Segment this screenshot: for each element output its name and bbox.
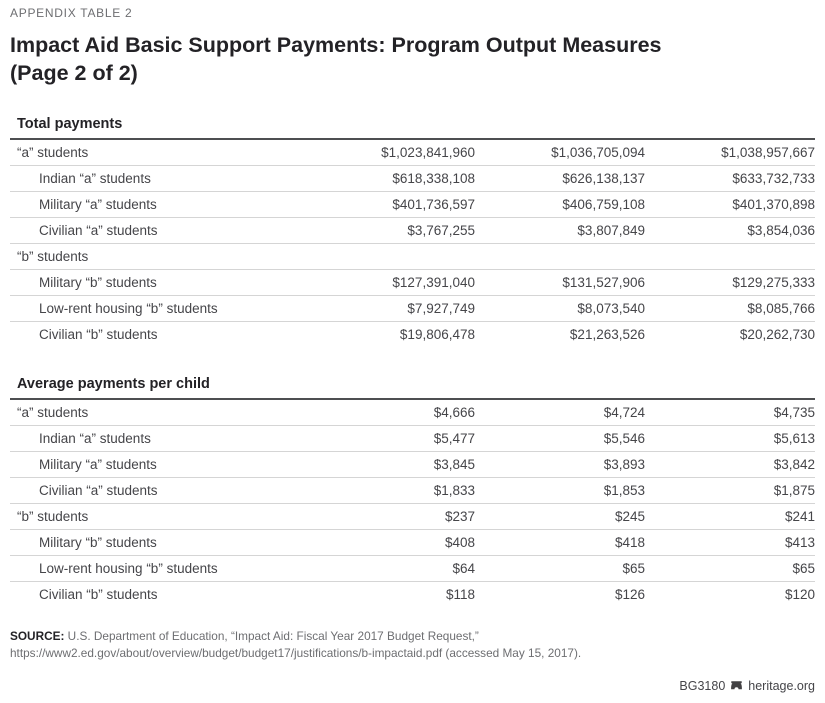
table-row: “a” students $1,023,841,960 $1,036,705,094… [10, 140, 815, 167]
row-value: $65 [622, 561, 645, 577]
table-row: “a” students $4,666 $4,724 $4,735 [10, 400, 815, 427]
table-row: Civilian “a” students $1,833 $1,853 $1,875 [10, 478, 815, 505]
row-value: $3,854,036 [747, 223, 815, 239]
row-value: $408 [444, 535, 475, 551]
row-value: $65 [792, 561, 815, 577]
row-value: $5,477 [433, 431, 475, 447]
row-value: $118 [445, 587, 475, 603]
row-value: $401,370,898 [732, 197, 815, 213]
row-value: $3,845 [433, 457, 475, 473]
row-value: $1,833 [433, 483, 475, 499]
page-title: Impact Aid Basic Support Payments: Progr… [10, 31, 815, 87]
row-label: Military “b” students [39, 535, 157, 551]
row-label: Military “b” students [39, 275, 157, 291]
source-text: U.S. Department of Education, “Impact Ai… [10, 629, 582, 661]
row-label: Indian “a” students [39, 431, 151, 447]
row-value: $1,023,841,960 [381, 145, 475, 161]
row-value: $1,036,705,094 [551, 145, 645, 161]
table-row: Indian “a” students $5,477 $5,546 $5,613 [10, 426, 815, 453]
row-value: $418 [614, 535, 645, 551]
row-value: $4,666 [433, 405, 475, 421]
site-link[interactable]: heritage.org [748, 679, 815, 693]
table-section: Average payments per child “a” students $4… [10, 376, 815, 607]
row-value: $3,842 [773, 457, 815, 473]
row-value: $8,085,766 [747, 301, 815, 317]
row-value: $626,138,137 [562, 171, 645, 187]
row-value: $1,853 [603, 483, 645, 499]
section-header: Total payments [10, 116, 815, 141]
row-value: $20,262,730 [739, 327, 815, 343]
table-row: Military “b” students $408 $418 $413 [10, 530, 815, 557]
row-value: $7,927,749 [407, 301, 475, 317]
row-value: $401,736,597 [392, 197, 475, 213]
row-label: Indian “a” students [39, 171, 151, 187]
row-value: $19,806,478 [399, 327, 475, 343]
row-value: $1,875 [773, 483, 815, 499]
row-value: $3,807,849 [577, 223, 645, 239]
table-row: Indian “a” students $618,338,108 $626,138,… [10, 166, 815, 193]
row-label: Civilian “b” students [39, 587, 158, 603]
row-value: $126 [614, 587, 645, 603]
row-value: $8,073,540 [577, 301, 645, 317]
row-value: $131,527,906 [562, 275, 645, 291]
row-label: Military “a” students [39, 457, 157, 473]
row-value: $127,391,040 [392, 275, 475, 291]
row-value: $3,767,255 [407, 223, 475, 239]
table-row: Military “b” students $127,391,040 $131,52… [10, 270, 815, 297]
page-title-line-1: Impact Aid Basic Support Payments: Progr… [10, 33, 662, 57]
page-title-line-2: (Page 2 of 2) [10, 61, 138, 86]
row-value: $64 [452, 561, 475, 577]
table-row: Low-rent housing “b” students $7,927,749 $… [10, 296, 815, 323]
row-value: $4,724 [603, 405, 645, 421]
row-label: Civilian “b” students [39, 327, 158, 343]
table-eyebrow: APPENDIX TABLE 2 [10, 6, 133, 20]
table-row: “b” students [10, 244, 815, 271]
table-row: Low-rent housing “b” students $64 $65 $65 [10, 556, 815, 583]
row-value: $633,732,733 [732, 171, 815, 187]
source-label: SOURCE: [10, 629, 65, 644]
row-label: “b” students [17, 249, 89, 265]
row-label: “a” students [17, 405, 89, 421]
row-value: $413 [784, 535, 815, 551]
table-section: Total payments “a” students $1,023,841,960… [10, 116, 815, 347]
row-value: $241 [784, 509, 815, 525]
row-value: $406,759,108 [562, 197, 645, 213]
table-sections: Total payments “a” students $1,023,841,960… [10, 116, 815, 607]
row-value: $3,893 [603, 457, 645, 473]
row-label: “b” students [17, 509, 89, 525]
heritage-bell-icon [731, 680, 743, 689]
row-label: Military “a” students [39, 197, 157, 213]
table-row: Civilian “a” students $3,767,255 $3,807,84… [10, 218, 815, 245]
row-value: $1,038,957,667 [721, 145, 815, 161]
row-label: Low-rent housing “b” students [39, 561, 218, 577]
row-label: Civilian “a” students [39, 223, 158, 239]
table-row: “b” students $237 $245 $241 [10, 504, 815, 531]
table-row: Civilian “b” students $19,806,478 $21,263,… [10, 322, 815, 347]
row-label: “a” students [17, 145, 89, 161]
row-value: $5,546 [603, 431, 645, 447]
row-value: $4,735 [773, 405, 815, 421]
table-row: Civilian “b” students $118 $126 $120 [10, 582, 815, 607]
row-value: $618,338,108 [392, 171, 475, 187]
table-row: Military “a” students $401,736,597 $406,75… [10, 192, 815, 219]
row-value: $5,613 [773, 431, 815, 447]
row-value: $120 [784, 587, 815, 603]
row-value: $129,275,333 [732, 275, 815, 291]
table-row: Military “a” students $3,845 $3,893 $3,842 [10, 452, 815, 479]
brand-footer: BG3180 heritage.org [10, 679, 815, 693]
row-value: $245 [614, 509, 645, 525]
row-value: $237 [444, 509, 475, 525]
row-value: $21,263,526 [569, 327, 645, 343]
source-note: SOURCE: U.S. Department of Education, “I… [10, 628, 815, 662]
document-id: BG3180 [679, 679, 726, 693]
section-header: Average payments per child [10, 376, 815, 401]
row-label: Low-rent housing “b” students [39, 301, 218, 317]
row-label: Civilian “a” students [39, 483, 158, 499]
